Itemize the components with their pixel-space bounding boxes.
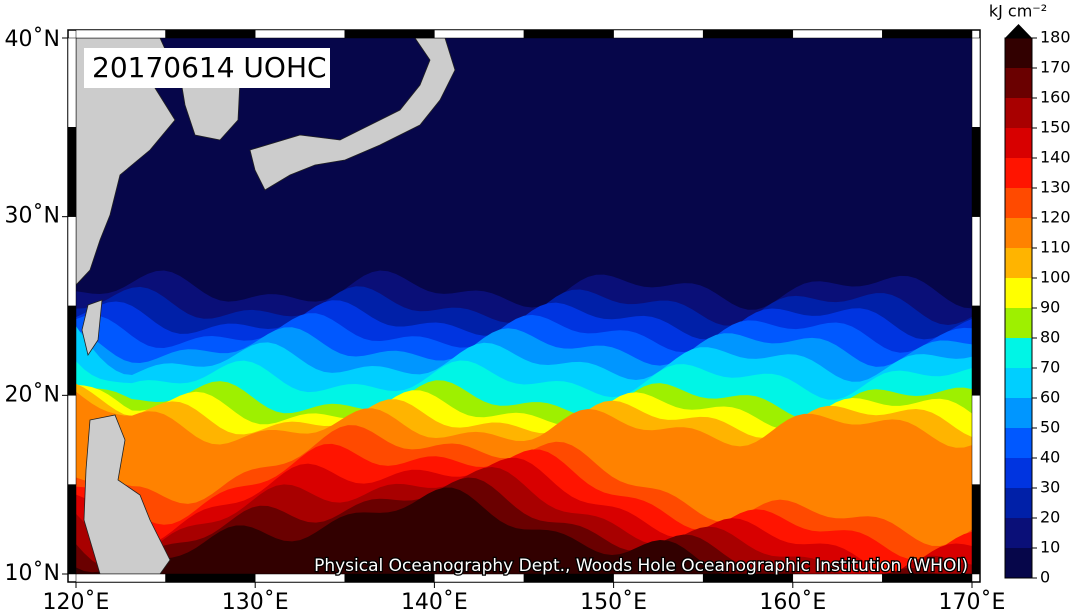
colorbar-swatch <box>1005 38 1032 68</box>
colorbar-swatch <box>1005 98 1032 128</box>
colorbar-swatch <box>1005 248 1032 278</box>
philippines <box>83 414 171 574</box>
x-tick-label: 160˚E <box>759 590 826 614</box>
ocean-band <box>76 487 972 574</box>
colorbar-swatch <box>1005 428 1032 458</box>
frame-segment <box>165 29 256 39</box>
colorbar-tick-label: 30 <box>1040 478 1060 497</box>
colorbar-tick-label: 130 <box>1040 178 1071 197</box>
frame-segment <box>702 29 794 39</box>
colorbar-tick-label: 160 <box>1040 88 1071 107</box>
x-tick-label: 130˚E <box>222 590 289 614</box>
colorbar-swatch <box>1005 308 1032 338</box>
colorbar-swatch <box>1005 548 1032 578</box>
colorbar-tick-label: 100 <box>1040 268 1071 287</box>
colorbar-swatch <box>1005 218 1032 248</box>
colorbar-swatch <box>1005 68 1032 98</box>
colorbar-swatch <box>1005 458 1032 488</box>
frame-segment <box>882 29 973 39</box>
x-tick-label: 170˚E <box>939 590 1006 614</box>
colorbar-swatch <box>1005 278 1032 308</box>
colorbar-tick-label: 60 <box>1040 388 1060 407</box>
frame-segment <box>67 37 77 128</box>
frame-segment <box>971 305 981 396</box>
title-box <box>84 48 330 88</box>
y-tick-label: 10˚N <box>5 561 60 586</box>
frame-segment <box>67 395 77 485</box>
x-tick-label: 150˚E <box>580 590 647 614</box>
credit: Physical Oceanography Dept., Woods Hole … <box>314 556 968 576</box>
y-tick-label: 30˚N <box>5 204 60 229</box>
frame-segment <box>971 127 981 217</box>
colorbar-tick-label: 20 <box>1040 508 1060 527</box>
frame-segment <box>792 29 883 39</box>
y-tick-label: 40˚N <box>5 27 60 52</box>
frame-segment <box>971 216 981 307</box>
frame-segment <box>75 29 166 39</box>
frame-segment <box>254 29 346 39</box>
x-tick-label: 140˚E <box>401 590 468 614</box>
colorbar-swatch <box>1005 158 1032 188</box>
frame-segment <box>971 37 981 128</box>
colorbar-tick-label: 120 <box>1040 208 1071 227</box>
frame-segment <box>67 127 77 217</box>
colorbar-swatch <box>1005 188 1032 218</box>
frame-segment <box>971 395 981 485</box>
colorbar-tick-label: 90 <box>1040 298 1060 317</box>
frame-segment <box>971 484 981 575</box>
colorbar-swatch <box>1005 488 1032 518</box>
frame <box>62 29 981 588</box>
colorbar-tick-label: 140 <box>1040 148 1071 167</box>
colorbar-swatch <box>1005 368 1032 398</box>
japan <box>249 38 456 191</box>
colorbar-swatch <box>1005 128 1032 158</box>
frame-segment <box>67 484 77 575</box>
colorbar-tick-label: 50 <box>1040 418 1060 437</box>
colorbar-tick-label: 170 <box>1040 58 1071 77</box>
frame-segment <box>523 29 614 39</box>
ocean-field <box>76 38 972 574</box>
colorbar-tick-label: 80 <box>1040 328 1060 347</box>
colorbar-swatch <box>1005 518 1032 548</box>
colorbar-swatch <box>1005 338 1032 368</box>
colorbar-tick-label: 180 <box>1040 28 1071 47</box>
x-tick-label: 120˚E <box>43 590 110 614</box>
frame-segment <box>434 29 525 39</box>
frame-segment <box>67 216 77 307</box>
colorbar-tick-label: 70 <box>1040 358 1060 377</box>
colorbar-tick-label: 150 <box>1040 118 1071 137</box>
frame-segment <box>75 573 166 583</box>
frame-segment <box>613 29 704 39</box>
colorbar-tick-label: 110 <box>1040 238 1071 257</box>
colorbar-tick-label: 40 <box>1040 448 1060 467</box>
colorbar-tick-label: 0 <box>1040 568 1050 587</box>
frame-segment <box>165 573 256 583</box>
taiwan <box>81 299 103 356</box>
colorbar-swatch <box>1005 398 1032 428</box>
frame-segment <box>344 29 435 39</box>
y-tick-label: 20˚N <box>5 382 60 407</box>
frame-segment <box>882 573 973 583</box>
colorbar-tick-label: 10 <box>1040 538 1060 557</box>
map-title: 20170614 UOHC <box>92 51 327 84</box>
frame-segment <box>67 305 77 396</box>
colorbar-arrow <box>1005 24 1032 38</box>
colorbar-label: kJ cm⁻² <box>989 2 1047 21</box>
colorbar: 0 10 20 30 40 50 60 70 80 90 100 110 120 130 140 150 160… <box>1004 24 1071 587</box>
